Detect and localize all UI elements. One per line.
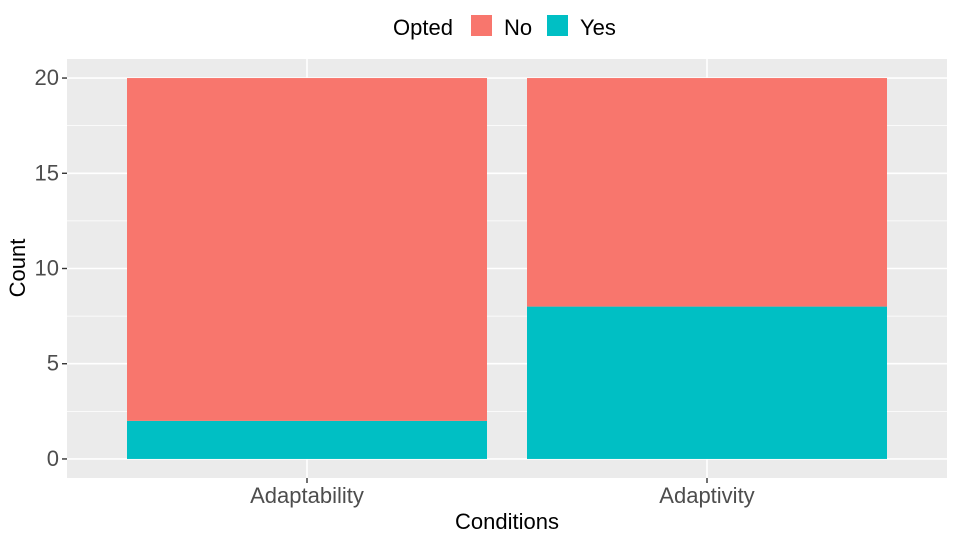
bar-segment-no	[127, 78, 487, 421]
y-tick-label: 0	[47, 446, 59, 471]
legend: Opted No Yes	[393, 15, 616, 40]
x-axis: Adaptability Adaptivity	[250, 478, 755, 508]
legend-label-yes: Yes	[580, 15, 616, 40]
x-axis-title: Conditions	[455, 509, 559, 534]
bars	[127, 78, 887, 459]
y-tick-label: 10	[35, 256, 59, 281]
bar-segment-yes	[127, 420, 487, 459]
y-axis-title: Count	[5, 239, 30, 298]
legend-title: Opted	[393, 15, 453, 40]
bar-segment-no	[527, 78, 887, 307]
y-tick-label: 20	[35, 65, 59, 90]
legend-label-no: No	[504, 15, 532, 40]
x-tick-label: Adaptability	[250, 483, 364, 508]
y-axis: 0 5 10 15 20	[35, 65, 67, 471]
bar-segment-yes	[527, 306, 887, 459]
x-tick-label: Adaptivity	[659, 483, 754, 508]
y-tick-label: 5	[47, 351, 59, 376]
y-tick-label: 15	[35, 160, 59, 185]
legend-key-no	[471, 15, 492, 36]
legend-key-yes	[547, 15, 568, 36]
